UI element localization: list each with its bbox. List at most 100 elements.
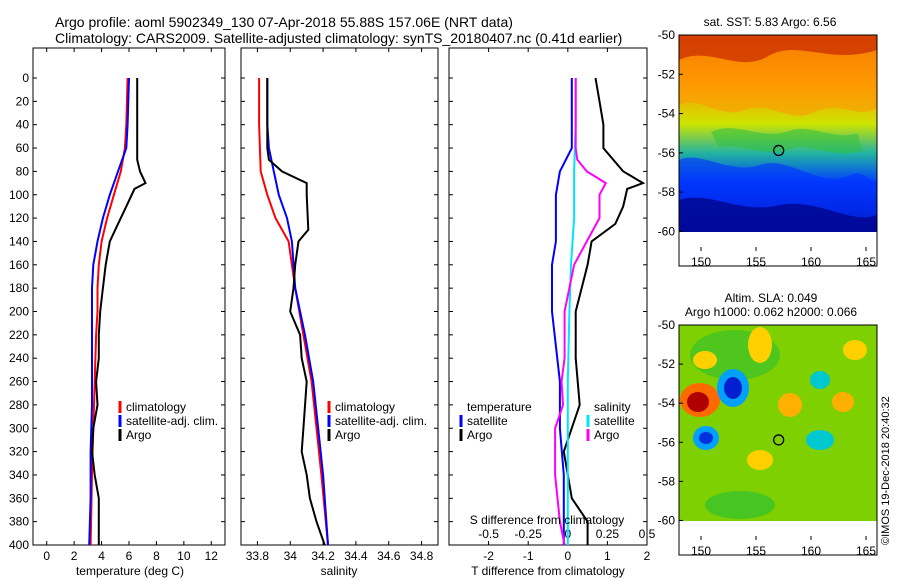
x-tick-label: 1 — [604, 549, 611, 563]
salinity-axes — [240, 47, 439, 546]
series-argo — [266, 78, 326, 546]
map-y-tick-label: -58 — [658, 185, 676, 199]
difference-xlabel: T difference from climatology — [471, 564, 625, 578]
sla-yellow-4 — [843, 340, 867, 360]
depth-tick-label: 140 — [9, 234, 29, 248]
legend-label-climatology: climatology — [335, 400, 395, 414]
s-tick-label: 0.25 — [596, 527, 620, 541]
depth-tick-label: 320 — [9, 445, 29, 459]
sst-ticks: 150 155 160 165 -50 -52 -54 -56 -58 -60 — [658, 28, 877, 269]
legend-label-s-satellite: satellite — [594, 414, 635, 428]
map-x-tick-label: 155 — [746, 544, 766, 558]
legend-title-salinity: salinity — [594, 400, 631, 414]
series-s-argo — [554, 78, 608, 546]
series-climatology — [89, 77, 129, 546]
sla-cyan-1 — [810, 371, 830, 389]
temperature-axes — [32, 47, 226, 546]
depth-tick-label: 360 — [9, 491, 29, 505]
x-tick-label: 10 — [177, 549, 191, 563]
x-tick-label: 34 — [284, 549, 298, 563]
sst-heatmap — [679, 35, 877, 232]
sst-deep-cold — [679, 197, 877, 232]
legend-label-s-argo: Argo — [594, 428, 620, 442]
series-t-satellite — [551, 78, 573, 545]
map-y-tick-label: -54 — [658, 107, 676, 121]
sla-yellow-2 — [693, 351, 717, 369]
sst-green-front — [710, 128, 863, 154]
sla-profile-marker — [773, 434, 785, 446]
salinity-series — [258, 78, 329, 546]
series-satellite-adj-clim- — [88, 77, 130, 546]
sla-orange-3 — [832, 392, 854, 412]
depth-tick-label: 240 — [9, 351, 29, 365]
sla-heatmap — [679, 325, 877, 521]
x-tick-label: 0 — [43, 549, 50, 563]
x-tick-label: 6 — [126, 549, 133, 563]
sst-hot-band — [679, 35, 877, 63]
map-x-tick-label: 150 — [691, 255, 711, 269]
difference-axes — [448, 47, 648, 546]
difference-legend: temperature satellite Argo salinity sate… — [459, 400, 635, 442]
map-y-tick-label: -56 — [658, 435, 676, 449]
difference-series — [551, 77, 646, 546]
depth-tick-labels: 0 20 40 60 80 100 120 140 160 180 200 220 240 260 280 3… — [9, 71, 29, 552]
map-x-tick-label: 165 — [856, 255, 876, 269]
x-tick-label: 4 — [98, 549, 105, 563]
legend-label-climatology: climatology — [126, 400, 186, 414]
temperature-legend: climatology satellite-adj. clim. Argo — [118, 400, 218, 442]
sla-green-2 — [705, 491, 775, 519]
legend-title-temperature: temperature — [467, 400, 532, 414]
sla-deep-blue-eddy — [724, 377, 742, 399]
map-y-tick-label: -50 — [658, 318, 676, 332]
depth-tick-label: 200 — [9, 305, 29, 319]
series-argo — [90, 78, 147, 545]
sst-nodata — [679, 232, 877, 266]
map-x-tick-label: 160 — [801, 544, 821, 558]
salinity-xlabel: salinity — [321, 564, 358, 578]
map-y-tick-label: -54 — [658, 396, 676, 410]
depth-tick-label: 280 — [9, 398, 29, 412]
depth-tick-label: 300 — [9, 421, 29, 435]
temperature-xlabel: temperature (deg C) — [76, 564, 184, 578]
x-tick-label: 34.4 — [344, 549, 368, 563]
sla-cyan-2 — [806, 430, 834, 450]
credit: ©IMOS 19-Dec-2018 20:40:32 — [880, 396, 892, 545]
sla-yellow-3 — [747, 450, 773, 470]
map-y-tick-label: -50 — [658, 28, 676, 42]
series-satellite-adj-clim- — [266, 78, 329, 546]
map-y-tick-label: -60 — [658, 224, 676, 238]
title-line2: Climatology: CARS2009. Satellite-adjuste… — [55, 30, 622, 46]
s-tick-label: -0.5 — [478, 527, 499, 541]
map-x-tick-label: 160 — [801, 255, 821, 269]
map-x-tick-label: 155 — [746, 255, 766, 269]
x-tick-label: 12 — [205, 549, 219, 563]
map-x-tick-label: 165 — [856, 544, 876, 558]
series-climatology — [258, 78, 329, 546]
x-tick-label: 8 — [153, 549, 160, 563]
depth-tick-label: 40 — [16, 118, 30, 132]
sla-orange-2 — [778, 393, 802, 417]
depth-tick-label: 340 — [9, 468, 29, 482]
depth-tick-label: 100 — [9, 188, 29, 202]
legend-label-satellite: satellite-adj. clim. — [335, 414, 427, 428]
x-tick-label: 2 — [644, 549, 651, 563]
x-tick-label: -2 — [483, 549, 494, 563]
legend-label-t-satellite: satellite — [467, 414, 508, 428]
sla-blue-2-core — [699, 432, 713, 444]
map-y-tick-label: -52 — [658, 67, 676, 81]
sla-map-title: Altim. SLA: 0.049 — [725, 291, 818, 305]
series-t-argo — [562, 77, 646, 545]
s-tick-label: -0.25 — [515, 527, 543, 541]
sla-map-axes — [678, 324, 878, 556]
sla-red-eddy — [687, 392, 709, 412]
depth-tick-label: 380 — [9, 515, 29, 529]
x-tick-label: 34.2 — [311, 549, 335, 563]
x-tick-label: 2 — [71, 549, 78, 563]
sst-map-title: sat. SST: 5.83 Argo: 6.56 — [704, 15, 837, 29]
legend-label-t-argo: Argo — [467, 428, 493, 442]
sla-yellow-1 — [748, 327, 772, 363]
map-y-tick-label: -52 — [658, 357, 676, 371]
x-tick-label: 34.8 — [410, 549, 434, 563]
x-tick-label: 33.8 — [246, 549, 270, 563]
depth-tick-label: 60 — [16, 141, 30, 155]
